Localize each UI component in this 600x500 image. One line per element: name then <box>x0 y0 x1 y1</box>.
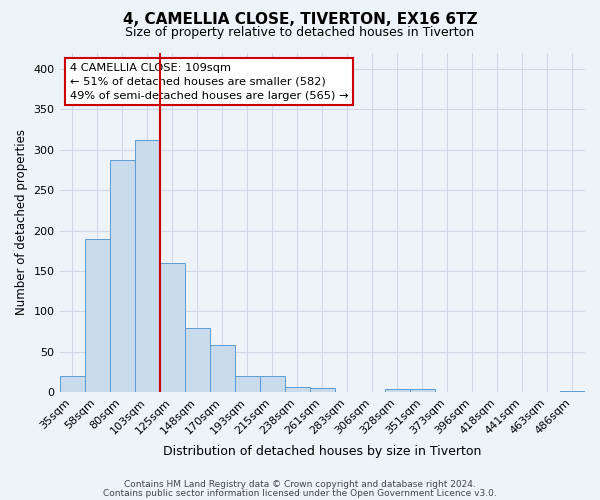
Text: 4, CAMELLIA CLOSE, TIVERTON, EX16 6TZ: 4, CAMELLIA CLOSE, TIVERTON, EX16 6TZ <box>122 12 478 28</box>
Bar <box>385 389 410 392</box>
Bar <box>260 376 285 392</box>
Text: Size of property relative to detached houses in Tiverton: Size of property relative to detached ho… <box>125 26 475 39</box>
Bar <box>185 328 209 392</box>
Bar <box>110 160 134 392</box>
Bar <box>285 386 310 392</box>
Bar <box>235 376 260 392</box>
Text: Contains public sector information licensed under the Open Government Licence v3: Contains public sector information licen… <box>103 488 497 498</box>
Bar <box>310 388 335 392</box>
Text: Contains HM Land Registry data © Crown copyright and database right 2024.: Contains HM Land Registry data © Crown c… <box>124 480 476 489</box>
Bar <box>160 263 185 392</box>
Bar <box>59 376 85 392</box>
Bar <box>85 238 110 392</box>
Y-axis label: Number of detached properties: Number of detached properties <box>15 130 28 316</box>
Bar <box>134 140 160 392</box>
Bar <box>560 391 585 392</box>
Bar <box>209 346 235 393</box>
X-axis label: Distribution of detached houses by size in Tiverton: Distribution of detached houses by size … <box>163 444 481 458</box>
Bar <box>410 389 435 392</box>
Text: 4 CAMELLIA CLOSE: 109sqm
← 51% of detached houses are smaller (582)
49% of semi-: 4 CAMELLIA CLOSE: 109sqm ← 51% of detach… <box>70 62 349 100</box>
